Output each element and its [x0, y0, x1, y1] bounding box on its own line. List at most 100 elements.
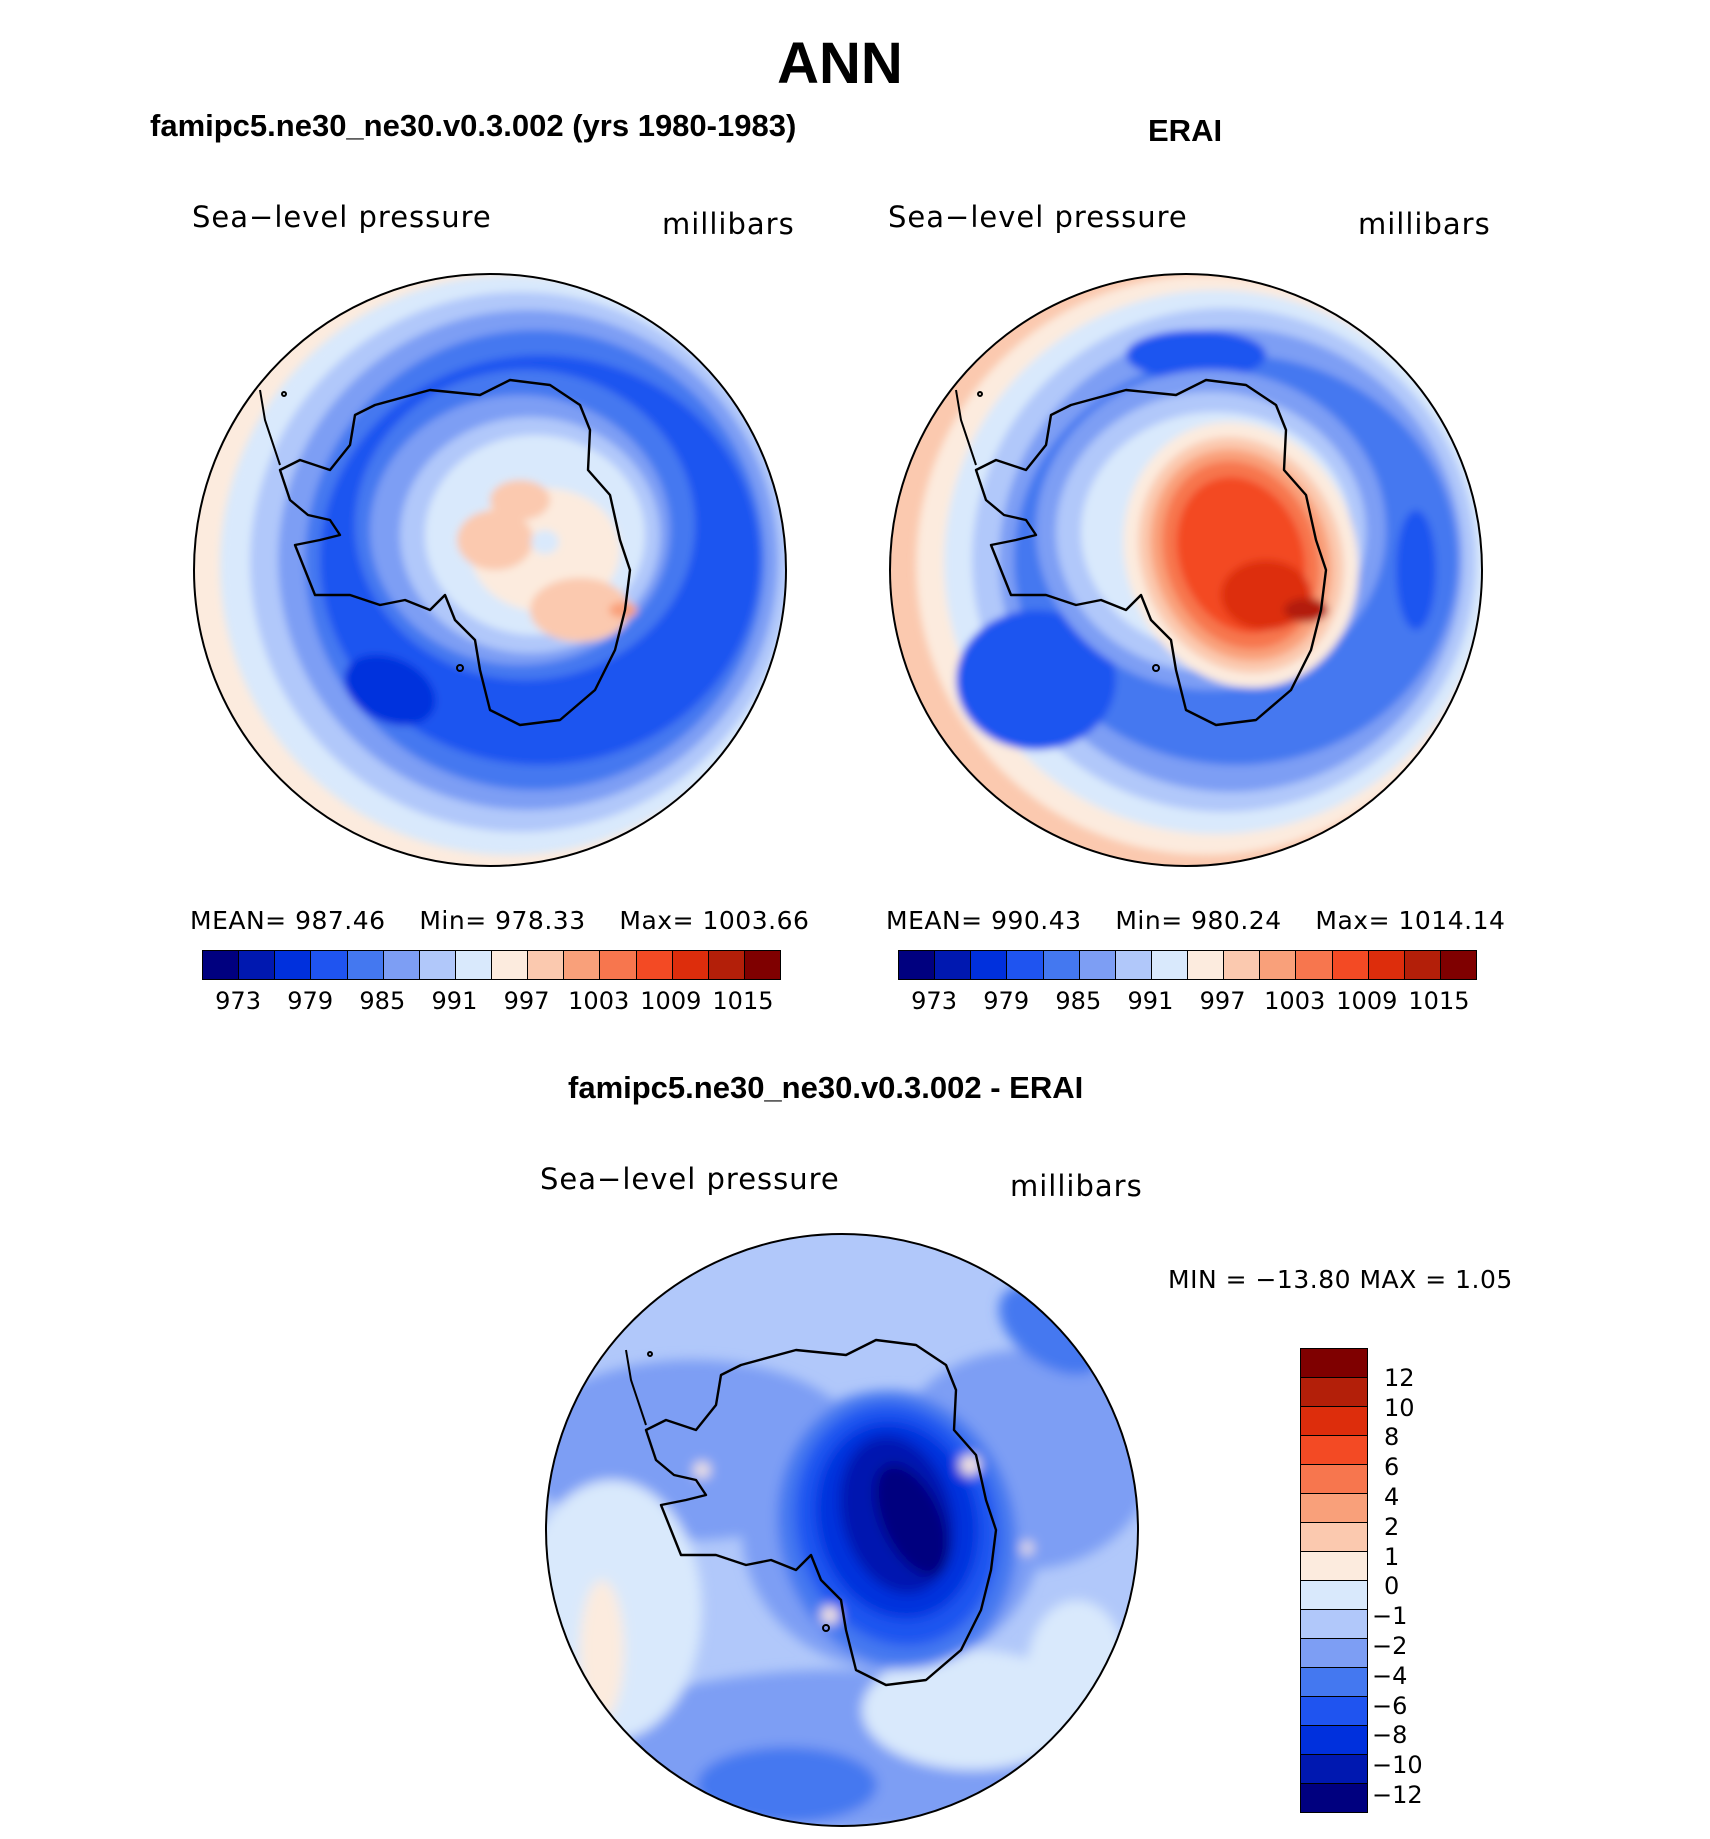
colorbar-swatch: [1043, 951, 1080, 979]
obs-units-label: millibars: [1358, 207, 1491, 241]
colorbar-tick-label: 0: [1384, 1572, 1400, 1601]
colorbar-swatch: [744, 951, 780, 979]
colorbar-tick-label: 1015: [1408, 987, 1470, 1015]
model-variable-label: Sea−level pressure: [192, 200, 492, 234]
colorbar-swatch: [935, 951, 972, 979]
obs-mean-label: MEAN=: [886, 906, 983, 935]
model-panel-title: famipc5.ne30_ne30.v0.3.002 (yrs 1980-198…: [150, 108, 797, 143]
colorbar-tick-label: 997: [1199, 987, 1246, 1015]
colorbar-swatch: [1301, 1726, 1367, 1755]
colorbar-swatch: [419, 951, 456, 979]
colorbar-tick-label: −4: [1372, 1661, 1408, 1690]
colorbar-swatch: [1301, 1523, 1367, 1552]
colorbar-tick-label: 997: [503, 987, 550, 1015]
obs-min-label: Min=: [1115, 906, 1183, 935]
colorbar-swatch: [1301, 1755, 1367, 1784]
colorbar-swatch: [600, 951, 637, 979]
colorbar-tick-label: −12: [1372, 1781, 1423, 1809]
obs-min-value: 980.24: [1191, 906, 1282, 935]
colorbar-tick-label: −8: [1372, 1721, 1408, 1750]
model-mean-label: MEAN=: [190, 906, 287, 935]
colorbar-tick-label: 1009: [640, 987, 702, 1015]
colorbar-swatch: [1260, 951, 1297, 979]
colorbar-swatch: [1301, 1436, 1367, 1465]
diff-polar-map: [545, 1233, 1139, 1827]
model-max-value: 1003.66: [702, 906, 810, 935]
colorbar-swatch: [275, 951, 312, 979]
colorbar-tick-label: 973: [215, 987, 261, 1015]
obs-max-label: Max=: [1315, 906, 1391, 935]
colorbar-tick-label: 991: [431, 987, 478, 1015]
figure-title: ANN: [777, 31, 903, 96]
colorbar-swatch: [672, 951, 709, 979]
colorbar-tick-label: 1003: [1264, 987, 1326, 1015]
colorbar-swatch: [1301, 1465, 1367, 1494]
colorbar-swatch: [1301, 1552, 1367, 1581]
colorbar-swatch: [1440, 951, 1476, 979]
colorbar-tick-label: 10: [1384, 1393, 1415, 1422]
colorbar-tick-label: 973: [911, 987, 957, 1015]
colorbar-swatch: [455, 951, 492, 979]
colorbar-swatch: [492, 951, 529, 979]
colorbar-swatch: [564, 951, 601, 979]
colorbar-swatch: [1224, 951, 1261, 979]
diff-panel-title: famipc5.ne30_ne30.v0.3.002 - ERAI: [568, 1070, 1084, 1105]
colorbar-swatch: [1296, 951, 1333, 979]
colorbar-swatch: [1404, 951, 1441, 979]
model-max-label: Max=: [619, 906, 695, 935]
colorbar-tick-label: 6: [1384, 1453, 1400, 1482]
colorbar-swatch: [311, 951, 348, 979]
obs-variable-label: Sea−level pressure: [888, 200, 1188, 234]
model-units-label: millibars: [662, 207, 795, 241]
colorbar-swatch: [1332, 951, 1369, 979]
colorbar-swatch: [1188, 951, 1225, 979]
colorbar-swatch: [347, 951, 384, 979]
colorbar-swatch: [1301, 1494, 1367, 1523]
obs-max-value: 1014.14: [1398, 906, 1506, 935]
colorbar-tick-label: 1015: [712, 987, 774, 1015]
model-colorbar: [202, 950, 781, 980]
model-mean-value: 987.46: [295, 906, 386, 935]
colorbar-swatch: [1301, 1668, 1367, 1697]
model-stats: MEAN= 987.46 Min= 978.33 Max= 1003.66: [190, 906, 809, 935]
colorbar-tick-label: 8: [1384, 1423, 1400, 1452]
colorbar-swatch: [1115, 951, 1152, 979]
colorbar-tick-label: 1003: [568, 987, 630, 1015]
colorbar-swatch: [1301, 1784, 1367, 1812]
colorbar-swatch: [1301, 1349, 1367, 1378]
obs-colorbar: [898, 950, 1477, 980]
colorbar-tick-label: 2: [1384, 1512, 1400, 1541]
colorbar-swatch: [1301, 1610, 1367, 1639]
colorbar-tick-label: 12: [1384, 1363, 1415, 1392]
model-colorbar-ticks: 973 979 985 991 997 1003 1009 1015: [202, 987, 779, 1017]
model-min-label: Min=: [419, 906, 487, 935]
colorbar-swatch: [1079, 951, 1116, 979]
model-polar-map: [193, 273, 787, 867]
colorbar-tick-label: 1: [1384, 1542, 1400, 1571]
colorbar-tick-label: 4: [1384, 1483, 1400, 1511]
colorbar-tick-label: 979: [983, 987, 1030, 1015]
obs-colorbar-ticks: 973 979 985 991 997 1003 1009 1015: [898, 987, 1475, 1017]
colorbar-tick-label: −10: [1372, 1751, 1423, 1780]
obs-stats: MEAN= 990.43 Min= 980.24 Max= 1014.14: [886, 906, 1505, 935]
diff-colorbar-ticks: 12 10 8 6 4 2 1 0 −1 −2 −4 −6 −8 −10 −12: [1372, 1348, 1460, 1828]
colorbar-tick-label: −2: [1372, 1632, 1408, 1660]
obs-mean-value: 990.43: [991, 906, 1082, 935]
obs-panel-title: ERAI: [1148, 113, 1223, 148]
colorbar-swatch: [1301, 1581, 1367, 1610]
colorbar-swatch: [1301, 1407, 1367, 1436]
diff-variable-label: Sea−level pressure: [540, 1162, 840, 1196]
colorbar-tick-label: 1009: [1336, 987, 1398, 1015]
colorbar-swatch: [1151, 951, 1188, 979]
colorbar-swatch: [528, 951, 565, 979]
colorbar-swatch: [1007, 951, 1044, 979]
colorbar-tick-label: 985: [359, 987, 406, 1015]
diff-minmax: MIN = −13.80 MAX = 1.05: [1168, 1265, 1513, 1294]
colorbar-tick-label: −1: [1372, 1602, 1408, 1631]
colorbar-swatch: [708, 951, 745, 979]
colorbar-tick-label: 991: [1127, 987, 1174, 1015]
colorbar-tick-label: 979: [287, 987, 334, 1015]
colorbar-swatch: [1301, 1639, 1367, 1668]
colorbar-tick-label: −6: [1372, 1691, 1408, 1720]
diff-colorbar: [1300, 1348, 1368, 1813]
